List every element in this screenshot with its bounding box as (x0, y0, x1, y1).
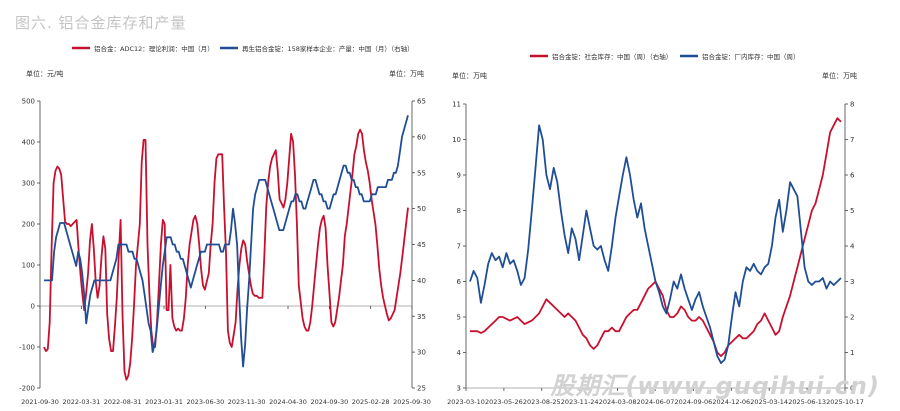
x-tick-label: 2024-06-07 (637, 398, 675, 406)
x-tick-label: 2025-06-13 (788, 398, 826, 406)
figure-title: 图六. 铝合金库存和产量 (15, 14, 187, 32)
right-tick-label: 45 (417, 241, 426, 249)
unit-label-left: 单位：万吨 (452, 71, 487, 80)
right-tick-label: 1 (850, 349, 854, 357)
left-tick-label: 11 (452, 101, 461, 109)
left-tick-label: 200 (22, 221, 35, 229)
right-tick-label: 25 (417, 385, 426, 393)
legend-label: 铝合金锭：厂内库存：中国（周） (702, 52, 800, 61)
chart-left: 铝合金：ADC12：理论利润：中国（月） 再生铝合金锭：158家样本企业：产量：中… (19, 44, 431, 406)
x-tick-label: 2024-09-30 (310, 398, 348, 406)
series-line (469, 124, 842, 365)
x-tick-label: 2024-12-06 (712, 398, 750, 406)
left-tick-label: 100 (22, 262, 35, 270)
right-tick-label: 2 (850, 314, 854, 322)
x-tick-label: 2021-09-30 (21, 398, 59, 406)
right-tick-label: 8 (850, 101, 854, 109)
x-tick-label: 2023-11-24 (561, 398, 599, 406)
left-tick-label: -200 (19, 385, 35, 393)
chart-right: 铝合金锭：社会库存：中国（周）（右轴） 铝合金锭：厂内库存：中国（周） 单位：万吨 单… (447, 52, 864, 406)
right-tick-label: 35 (417, 313, 426, 321)
x-tick-label: 2023-01-31 (145, 398, 183, 406)
right-tick-label: 55 (417, 169, 426, 177)
right-tick-label: 5 (850, 207, 854, 215)
x-tick-label: 2025-10-17 (826, 398, 864, 406)
left-tick-label: 300 (22, 180, 35, 188)
right-tick-label: 60 (417, 133, 426, 141)
legend-label: 再生铝合金锭：158家样本企业：产量：中国（月）（右轴） (242, 44, 414, 53)
series-line (470, 117, 842, 358)
legend-label: 铝合金：ADC12：理论利润：中国（月） (94, 44, 214, 53)
x-tick-label: 2023-05-26 (485, 398, 523, 406)
x-tick-label: 2023-03-10 (447, 398, 485, 406)
right-tick-label: 0 (850, 385, 854, 393)
left-tick-label: 7 (457, 243, 461, 251)
unit-label-right: 单位：万吨 (822, 71, 857, 80)
x-tick-label: 2022-03-31 (62, 398, 100, 406)
left-tick-label: 9 (457, 172, 461, 180)
x-tick-label: 2024-09-06 (675, 398, 713, 406)
x-tick-label: 2023-06-30 (186, 398, 224, 406)
x-tick-label: 2025-02-28 (352, 398, 390, 406)
right-tick-label: 50 (417, 205, 426, 213)
left-tick-label: 6 (457, 278, 462, 286)
watermark: 股期汇(www.guqihui.cn) (550, 372, 880, 400)
right-tick-label: 4 (850, 243, 855, 251)
x-tick-label: 2023-08-25 (523, 398, 561, 406)
right-tick-label: 65 (417, 98, 426, 106)
right-tick-label: 6 (850, 172, 855, 180)
left-tick-label: 500 (22, 98, 35, 106)
x-tick-label: 2023-11-30 (228, 398, 266, 406)
series-line (43, 128, 409, 381)
x-tick-label: 2025-09-30 (393, 398, 431, 406)
unit-label-right: 单位：万吨 (389, 69, 424, 78)
left-tick-label: 10 (452, 136, 461, 144)
right-tick-label: 7 (850, 136, 854, 144)
left-tick-label: 3 (457, 385, 461, 393)
left-tick-label: -100 (19, 344, 35, 352)
left-tick-label: 4 (457, 349, 462, 357)
x-tick-label: 2022-08-31 (104, 398, 142, 406)
right-tick-label: 30 (417, 349, 426, 357)
unit-label-left: 单位：元/吨 (26, 69, 63, 78)
series-line (44, 115, 409, 368)
legend-label: 铝合金锭：社会库存：中国（周）（右轴） (552, 52, 672, 61)
x-tick-label: 2025-03-14 (750, 398, 788, 406)
left-tick-label: 400 (22, 139, 35, 147)
left-tick-label: 5 (457, 314, 461, 322)
x-tick-label: 2024-04-30 (269, 398, 307, 406)
x-tick-label: 2024-03-08 (599, 398, 637, 406)
right-tick-label: 3 (850, 278, 854, 286)
left-tick-label: 8 (457, 207, 461, 215)
left-tick-label: 0 (31, 303, 35, 311)
right-tick-label: 40 (417, 277, 426, 285)
